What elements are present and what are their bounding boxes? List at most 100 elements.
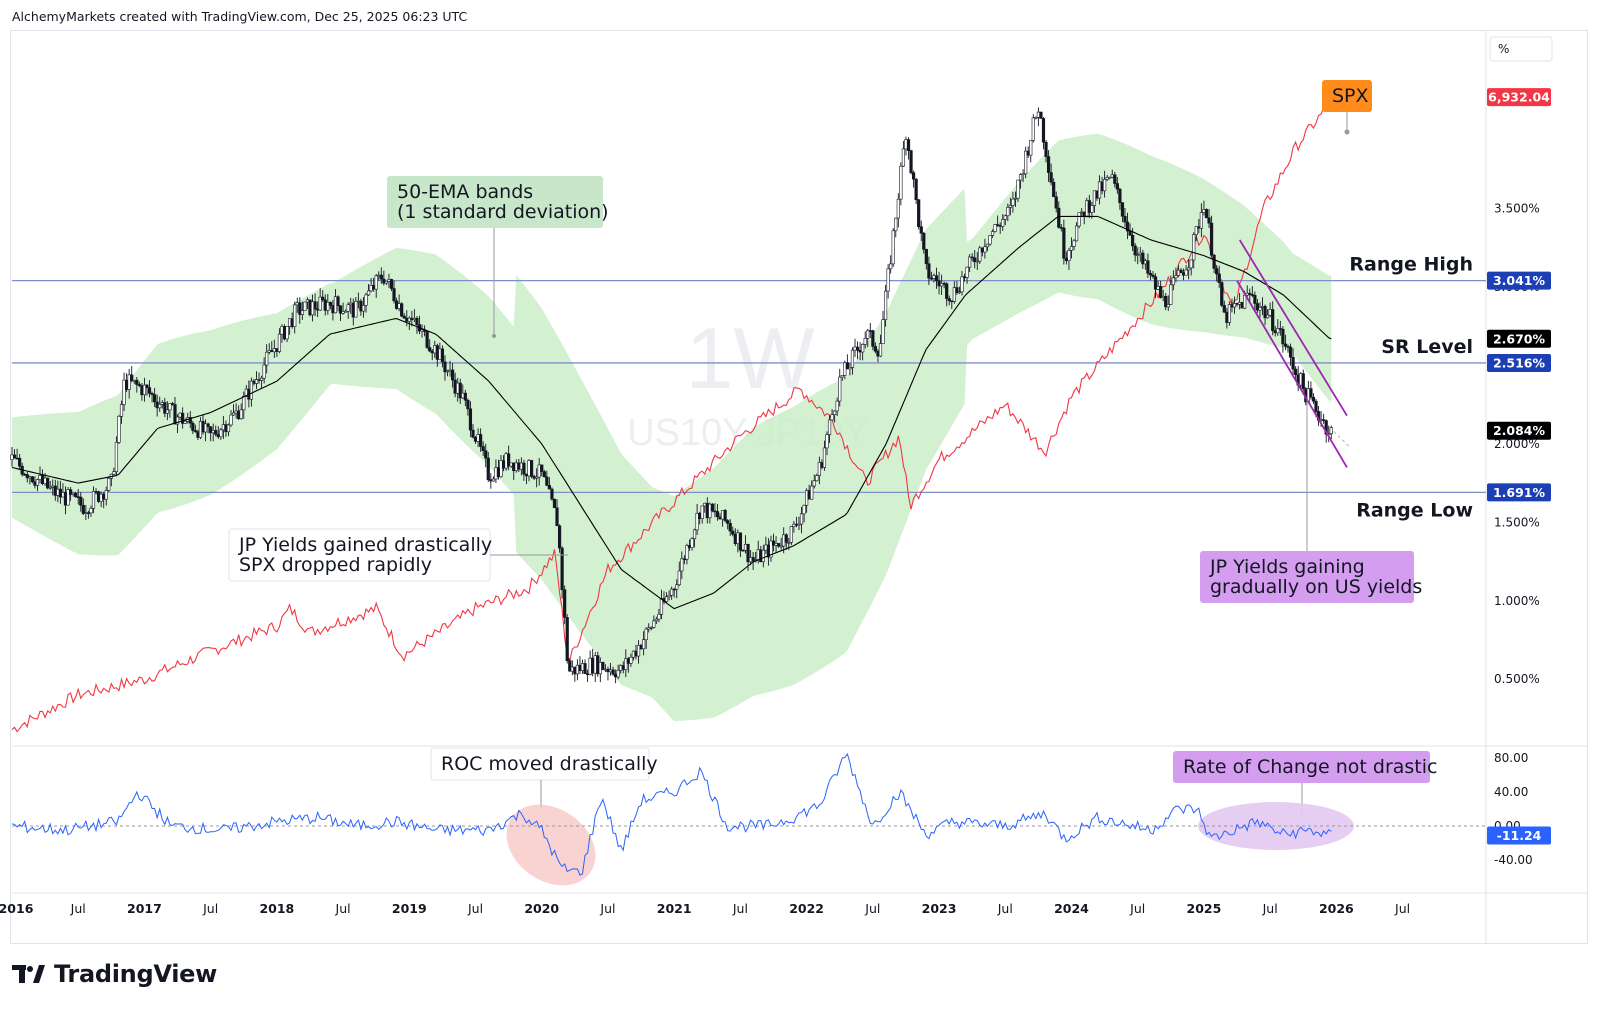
x-tick-label: 2019 <box>392 901 427 916</box>
x-tick-label: 2017 <box>127 901 162 916</box>
candle-body <box>1161 295 1165 298</box>
candle-body <box>1243 294 1247 309</box>
candle-body <box>965 266 969 278</box>
sr-level-label: SR Level <box>1381 336 1473 358</box>
candle-body <box>1085 200 1089 217</box>
candle-body <box>1108 176 1112 179</box>
candle-body <box>817 462 821 476</box>
candle-body <box>15 457 19 460</box>
candle-body <box>810 485 814 500</box>
range-low-badge-label: 1.691% <box>1493 485 1546 500</box>
candle-body <box>883 290 888 320</box>
candle-body <box>962 276 967 279</box>
annotation-ema-bands-text-1: (1 standard deviation) <box>397 201 609 223</box>
candle-body <box>46 477 50 489</box>
candle-body <box>231 412 236 416</box>
annotation-jp-yields-gradual-box[interactable] <box>1200 551 1414 603</box>
candle-body <box>552 498 557 509</box>
candle-body <box>1018 174 1023 181</box>
candle-body <box>265 351 269 366</box>
candle-body <box>56 488 60 496</box>
candle-body <box>392 288 396 302</box>
candle-body <box>346 304 350 312</box>
scale-badge-label[interactable]: % <box>1498 42 1509 56</box>
annotation-spx-label[interactable]: SPX <box>1322 80 1372 112</box>
candle-body <box>1169 284 1173 305</box>
candle-body <box>1059 227 1063 229</box>
spx-line <box>11 97 1332 733</box>
watermark-interval: 1W <box>686 311 815 407</box>
candle-body <box>850 349 855 368</box>
candle-body <box>438 348 442 360</box>
candle-body <box>1258 307 1262 311</box>
candle-body <box>639 645 643 650</box>
candle-body <box>203 423 208 433</box>
x-tick-label: Jul <box>1394 901 1410 916</box>
candle-body <box>626 658 630 664</box>
tradingview-brand[interactable]: TradingView <box>12 960 217 988</box>
candle-body <box>996 224 1000 226</box>
candle-body <box>560 547 564 591</box>
candle-body <box>1003 215 1007 220</box>
candle-body <box>196 431 200 438</box>
candle-body <box>201 421 205 433</box>
candle-body <box>402 315 406 319</box>
scale-badge[interactable]: % <box>1489 36 1553 62</box>
candle-body <box>277 333 282 352</box>
tradingview-logo-icon <box>12 963 46 985</box>
candle-body <box>76 496 80 498</box>
candle-body <box>1260 306 1265 308</box>
candle-body <box>575 664 580 675</box>
annotation-roc-not-drastic[interactable]: Rate of Change not drastic <box>1173 751 1438 783</box>
candle-body <box>1123 215 1127 223</box>
annotation-ema-bands[interactable]: 50-EMA bands(1 standard deviation) <box>387 176 609 228</box>
x-tick-label: Jul <box>732 901 748 916</box>
candle-body <box>644 628 648 641</box>
candle-body <box>1138 252 1142 256</box>
candle-body <box>1016 179 1020 199</box>
candle-body <box>163 402 167 414</box>
candle-body <box>155 401 159 409</box>
candle-body <box>428 347 432 352</box>
candle-body <box>738 532 743 551</box>
annotation-spx-label-box[interactable] <box>1322 80 1372 112</box>
candle-body <box>690 538 694 548</box>
candle-body <box>1225 311 1229 323</box>
candle-body <box>1166 304 1170 308</box>
candle-body <box>68 489 73 495</box>
candle-body <box>1215 268 1219 275</box>
candle-body <box>216 434 220 438</box>
candle-body <box>1204 209 1209 219</box>
scale-badge-box[interactable] <box>1489 36 1553 62</box>
candle-body <box>51 485 55 488</box>
candle-body <box>226 424 231 433</box>
candle-body <box>107 478 111 491</box>
roc-highlight-red <box>506 804 596 886</box>
candle-body <box>934 275 939 282</box>
candle-body <box>1039 111 1043 119</box>
candle-body <box>178 412 182 418</box>
candle-body <box>993 224 997 232</box>
candle-body <box>642 639 646 650</box>
annotation-ema-bands-box[interactable] <box>387 176 603 228</box>
candle-body <box>761 549 765 563</box>
annotation-roc-drastic[interactable]: ROC moved drastically <box>430 747 658 781</box>
last-price-badge-label: 2.084% <box>1493 423 1546 438</box>
candle-body <box>950 300 954 303</box>
last-price-badge-bg <box>1487 421 1551 440</box>
candle-body <box>876 350 880 357</box>
candle-body <box>952 287 956 302</box>
annotation-roc-not-drastic-box[interactable] <box>1173 751 1430 783</box>
annotation-roc-drastic-box[interactable] <box>430 747 650 781</box>
candle-body <box>1077 212 1081 227</box>
candle-body <box>71 492 75 495</box>
candle-body <box>741 549 745 552</box>
candle-body <box>764 544 768 551</box>
candle-body <box>142 384 147 396</box>
candle-body <box>1080 211 1084 214</box>
roc-last-badge-bg <box>1487 826 1551 845</box>
candle-body <box>336 296 340 307</box>
